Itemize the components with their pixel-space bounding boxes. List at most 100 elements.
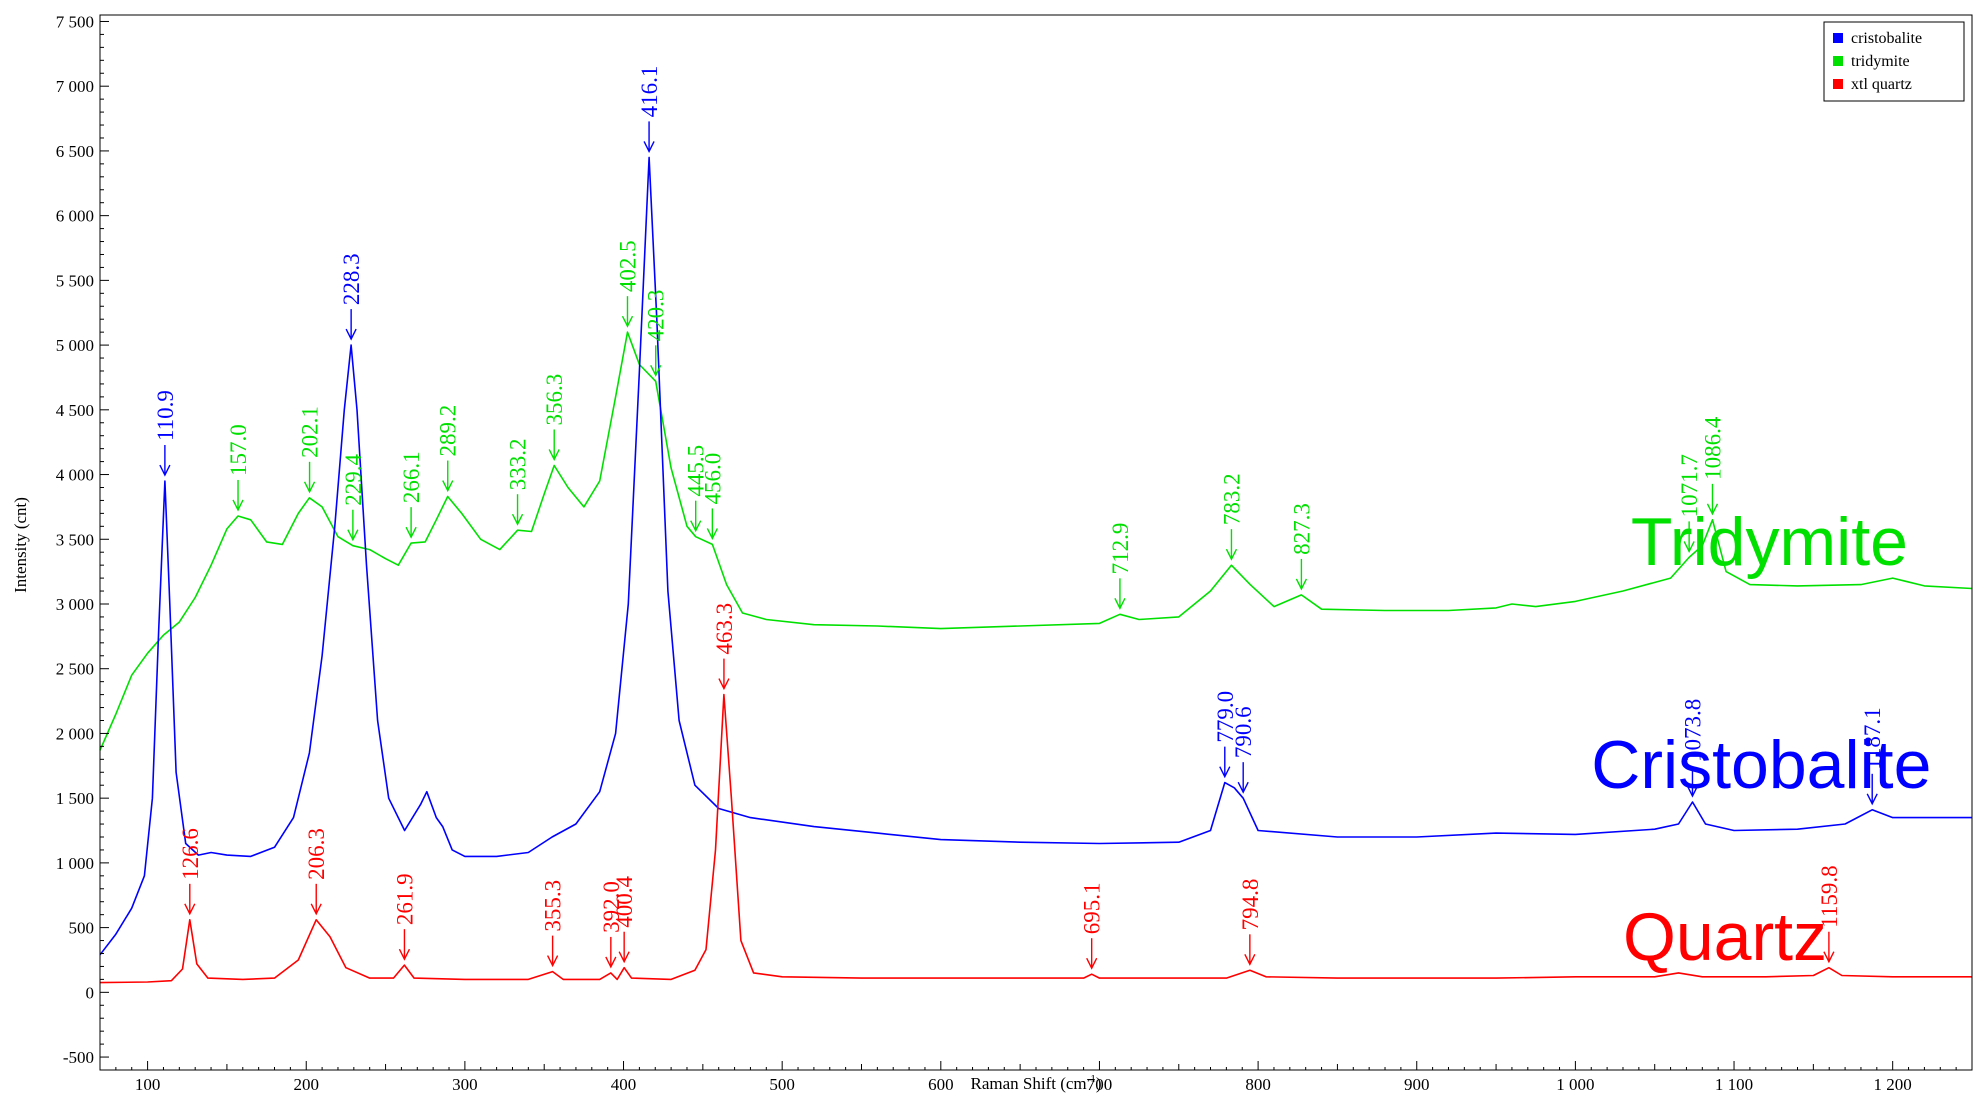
peak-arrow-head bbox=[405, 526, 417, 539]
peak-marker-355.3: 355.3 bbox=[541, 880, 566, 968]
x-axis-label: Raman Shift (cm bbox=[971, 1074, 1087, 1093]
peak-label: 790.6 bbox=[1231, 706, 1256, 758]
x-tick-label: 500 bbox=[769, 1075, 795, 1094]
peak-label: 402.5 bbox=[615, 240, 640, 292]
peak-marker-157.0: 157.0 bbox=[226, 424, 251, 512]
peak-label: 1073.8 bbox=[1680, 699, 1705, 762]
peak-marker-783.2: 783.2 bbox=[1219, 473, 1244, 561]
peak-label: 779.0 bbox=[1213, 691, 1238, 743]
peak-marker-333.2: 333.2 bbox=[506, 438, 531, 526]
y-tick-label: 5 500 bbox=[56, 271, 94, 290]
peak-marker-695.1: 695.1 bbox=[1080, 882, 1105, 970]
x-tick-label: 200 bbox=[293, 1075, 319, 1094]
x-tick-label: 300 bbox=[452, 1075, 478, 1094]
peak-label: 126.6 bbox=[178, 828, 203, 880]
peak-label: 794.8 bbox=[1238, 879, 1263, 931]
y-tick-label: 6 000 bbox=[56, 207, 94, 226]
x-axis-label-group: Raman Shift (cm-1) bbox=[971, 1073, 1102, 1093]
big-label-tridymite: Tridymite bbox=[1631, 504, 1908, 580]
peak-arrow-head bbox=[690, 520, 702, 533]
peak-label: 206.3 bbox=[304, 828, 329, 880]
peak-label: 266.1 bbox=[399, 451, 424, 503]
peak-label: 392.0 bbox=[599, 881, 624, 933]
peak-marker-712.9: 712.9 bbox=[1108, 523, 1133, 610]
peak-label: 695.1 bbox=[1080, 882, 1105, 934]
x-axis-label-close: ) bbox=[1096, 1074, 1102, 1093]
peak-label: 356.3 bbox=[542, 374, 567, 426]
x-tick-label: 1 100 bbox=[1715, 1075, 1753, 1094]
peak-marker-356.3: 356.3 bbox=[542, 374, 567, 462]
peak-label: 420.3 bbox=[644, 290, 669, 342]
y-tick-label: 500 bbox=[69, 919, 95, 938]
peak-label: 229.4 bbox=[341, 453, 366, 505]
peak-label: 228.3 bbox=[339, 253, 364, 305]
peak-arrow-head bbox=[442, 480, 454, 493]
x-tick-label: 700 bbox=[1087, 1075, 1113, 1094]
y-tick-label: 4 000 bbox=[56, 466, 94, 485]
peak-arrow-head bbox=[546, 955, 559, 968]
peak-label: 1159.8 bbox=[1817, 865, 1842, 927]
peak-label: 333.2 bbox=[506, 438, 531, 490]
peak-marker-1159.8: 1159.8 bbox=[1817, 865, 1842, 964]
y-tick-label: 2 000 bbox=[56, 724, 94, 743]
peak-arrow-head bbox=[159, 464, 171, 477]
y-tick-label: -500 bbox=[63, 1048, 94, 1067]
series-line-cristobalite bbox=[99, 156, 1972, 956]
peak-marker-206.3: 206.3 bbox=[304, 828, 329, 916]
x-tick-label: 1 000 bbox=[1556, 1075, 1594, 1094]
y-tick-label: 2 500 bbox=[56, 660, 94, 679]
peak-marker-1086.4: 1086.4 bbox=[1700, 416, 1725, 516]
legend-label: tridymite bbox=[1851, 53, 1910, 70]
peak-label: 400.4 bbox=[612, 875, 637, 927]
axes: -500 0 500 1 000 1 500 2 000 2 500 3 000 3 500 4 … bbox=[56, 12, 1973, 1094]
peak-label: 157.0 bbox=[226, 424, 251, 476]
peak-arrow-head bbox=[718, 678, 730, 691]
peak-label: 445.5 bbox=[684, 445, 709, 497]
peak-marker-110.9: 110.9 bbox=[153, 390, 178, 477]
peak-arrow-head bbox=[310, 903, 322, 916]
series-line-tridymite bbox=[99, 331, 1973, 751]
peak-marker-827.3: 827.3 bbox=[1289, 503, 1314, 591]
peak-label: 261.9 bbox=[392, 873, 417, 925]
peak-marker-228.3: 228.3 bbox=[339, 253, 364, 341]
peak-marker-1073.8: 1073.8 bbox=[1680, 699, 1705, 798]
peak-arrow-head bbox=[621, 315, 634, 328]
peak-arrow-head bbox=[1219, 766, 1231, 779]
peak-arrow-head bbox=[1086, 957, 1098, 970]
peak-marker-229.4: 229.4 bbox=[341, 453, 366, 542]
legend-box bbox=[1823, 21, 1965, 102]
peak-marker-416.1: 416.1 bbox=[637, 66, 662, 153]
peak-arrow-head bbox=[1225, 548, 1238, 561]
peak-label: 463.3 bbox=[712, 603, 737, 655]
x-tick-label: 100 bbox=[135, 1075, 161, 1094]
y-tick-label: 7 500 bbox=[56, 12, 94, 31]
legend-label: xtl quartz bbox=[1851, 76, 1912, 93]
peak-arrow-head bbox=[511, 513, 524, 526]
y-tick-label: 6 500 bbox=[56, 142, 94, 161]
peak-arrow-head bbox=[548, 449, 560, 462]
y-tick-label: 5 000 bbox=[56, 336, 94, 355]
peak-marker-202.1: 202.1 bbox=[298, 406, 323, 494]
legend: cristobalite tridymite xtl quartz bbox=[1823, 21, 1965, 102]
big-label-cristobalite: Cristobalite bbox=[1591, 727, 1931, 803]
peak-arrow-head bbox=[232, 499, 244, 512]
peak-marker-402.5: 402.5 bbox=[615, 240, 640, 328]
peak-label: 783.2 bbox=[1219, 473, 1244, 525]
peak-arrow-head bbox=[1244, 954, 1256, 966]
peak-label: 456.0 bbox=[700, 453, 725, 505]
y-tick-label: 0 bbox=[86, 983, 95, 1002]
peak-label: 1187.1 bbox=[1860, 707, 1885, 769]
x-tick-label: 800 bbox=[1245, 1075, 1271, 1094]
peak-arrow-head bbox=[398, 948, 411, 961]
peak-marker-790.6: 790.6 bbox=[1231, 706, 1256, 794]
y-tick-label: 1 000 bbox=[56, 854, 94, 873]
peak-arrow-head bbox=[1683, 541, 1695, 553]
peak-arrow-head bbox=[347, 529, 359, 542]
x-tick-label: 600 bbox=[928, 1075, 954, 1094]
y-tick-label: 1 500 bbox=[56, 789, 94, 808]
y-tick-label: 3 000 bbox=[56, 595, 94, 614]
series-name-labels: Tridymite Cristobalite Quartz bbox=[1591, 504, 1931, 975]
peak-arrow-head bbox=[1706, 503, 1719, 516]
peak-arrow-head bbox=[1686, 785, 1699, 798]
